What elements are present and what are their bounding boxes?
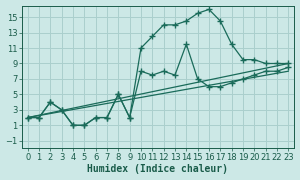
X-axis label: Humidex (Indice chaleur): Humidex (Indice chaleur) <box>88 164 229 174</box>
